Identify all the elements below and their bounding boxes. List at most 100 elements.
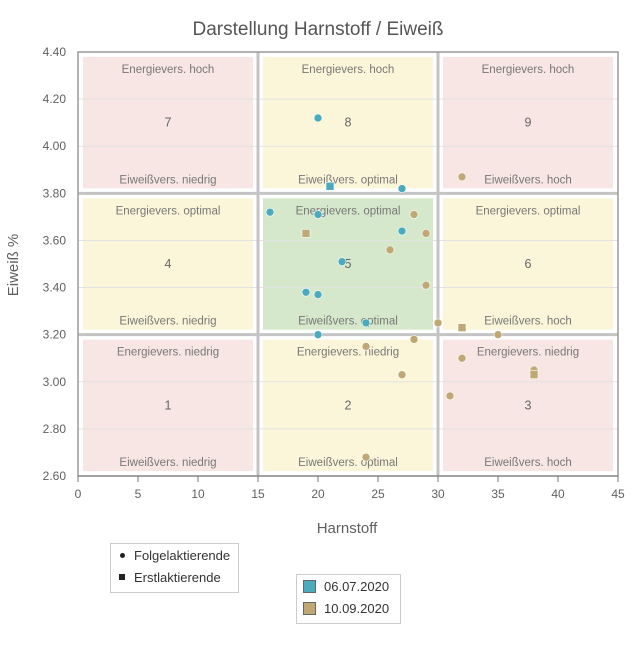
x-tick-label: 35 <box>491 487 505 501</box>
x-axis-label: Harnstoff <box>317 520 378 537</box>
data-point-series-2 <box>457 353 467 363</box>
data-point-series-1 <box>265 207 275 217</box>
zones-layer: Energievers. niedrig 1 Eiweißvers. niedrig… <box>83 57 613 471</box>
points-layer <box>265 113 539 462</box>
y-tick-label: 2.60 <box>43 469 67 483</box>
y-tick-label: 3.40 <box>43 281 67 295</box>
zone-8-protein-label: Eiweißvers. optimal <box>298 174 398 186</box>
grid-layer <box>77 51 619 477</box>
zone-3-protein-label: Eiweißvers. hoch <box>484 457 572 469</box>
zone-2-area <box>263 339 433 471</box>
zone-1-number: 1 <box>165 398 172 412</box>
y-tick-label: 2.80 <box>43 422 67 436</box>
x-tick-label: 0 <box>75 487 82 501</box>
data-point-series-2 <box>433 318 443 328</box>
data-point-series-1 <box>361 318 371 328</box>
zone-7-energy-label: Energievers. hoch <box>122 64 215 76</box>
zone-4-protein-label: Eiweißvers. niedrig <box>119 316 216 328</box>
zone-5-area <box>263 198 433 330</box>
zone-4-energy-label: Energievers. optimal <box>116 205 221 217</box>
data-point-series-2 <box>361 342 371 351</box>
y-tick-label: 3.80 <box>43 186 67 200</box>
data-point-series-1 <box>397 226 407 236</box>
data-point-series-2 <box>361 452 371 462</box>
series-1-label: 06.07.2020 <box>324 578 390 594</box>
data-point-series-2 <box>421 229 431 238</box>
zone-1-area <box>83 339 253 471</box>
zone-5-protein-label: Eiweißvers. optimal <box>298 316 398 328</box>
zone-2-energy-label: Energievers. niedrig <box>297 347 399 359</box>
y-tick-label: 4.40 <box>43 45 67 59</box>
zone-4-number: 4 <box>165 257 172 271</box>
zone-9-area <box>443 57 613 189</box>
zone-7-area <box>83 57 253 189</box>
series-legend: 06.07.2020 10.09.2020 <box>296 574 401 624</box>
x-tick-label: 5 <box>135 487 142 501</box>
circle-legend-label: Folgelaktierende <box>134 547 231 563</box>
data-point-series-2 <box>421 280 431 290</box>
data-point-series-2-square <box>529 370 539 380</box>
zone-8-energy-label: Energievers. hoch <box>302 64 395 76</box>
y-tick-label: 4.00 <box>43 139 67 153</box>
data-point-series-1 <box>313 330 323 339</box>
x-tick-label: 45 <box>611 487 625 501</box>
data-point-series-1 <box>337 257 347 266</box>
zone-6-area <box>443 198 613 330</box>
data-point-series-1-square <box>325 181 335 191</box>
zone-6-number: 6 <box>525 257 532 271</box>
series-2-swatch <box>303 601 316 615</box>
zone-8-number: 8 <box>345 116 352 130</box>
legend-item-series-2[interactable]: 10.09.2020 <box>297 597 400 619</box>
zone-4-area <box>83 198 253 330</box>
chart-title: Darstellung Harnstoff / Eiweiß <box>193 19 444 40</box>
data-point-series-1 <box>397 184 407 193</box>
zone-6-energy-label: Energievers. optimal <box>476 205 581 217</box>
data-point-series-1 <box>313 113 323 123</box>
data-point-series-2 <box>397 370 407 380</box>
circle-marker-icon <box>116 552 128 558</box>
zone-5-number: 5 <box>345 257 352 271</box>
data-point-series-1 <box>301 287 311 297</box>
zone-2-number: 2 <box>345 398 352 412</box>
zone-8-area <box>263 57 433 189</box>
y-tick-label: 3.00 <box>43 375 67 389</box>
zone-6-protein-label: Eiweißvers. hoch <box>484 316 572 328</box>
x-tick-label: 40 <box>551 487 565 501</box>
shape-legend: Folgelaktierende Erstlaktierende <box>110 543 239 593</box>
zone-9-protein-label: Eiweißvers. hoch <box>484 174 572 186</box>
zone-2-protein-label: Eiweißvers. optimal <box>298 457 398 469</box>
x-tick-label: 30 <box>431 487 445 501</box>
axes-layer: 0 5 10 15 20 25 30 35 40 452.602.803.003.203.403.… <box>43 45 625 501</box>
zone-9-number: 9 <box>525 116 532 130</box>
data-point-series-2 <box>457 172 467 182</box>
data-point-series-1 <box>313 210 323 219</box>
zone-3-energy-label: Energievers. niedrig <box>477 347 579 359</box>
zone-5-energy-label: Energievers. optimal <box>296 205 401 217</box>
y-tick-label: 4.20 <box>43 92 67 106</box>
zone-3-area <box>443 339 613 471</box>
data-point-series-2 <box>493 330 503 339</box>
zone-9-energy-label: Energievers. hoch <box>482 64 575 76</box>
legend-item-series-1[interactable]: 06.07.2020 <box>297 575 400 597</box>
x-tick-label: 20 <box>311 487 325 501</box>
zone-3-number: 3 <box>525 398 532 412</box>
data-point-series-1 <box>313 290 323 299</box>
series-2-label: 10.09.2020 <box>324 600 390 616</box>
data-point-series-2-square <box>301 229 311 238</box>
x-tick-label: 10 <box>191 487 205 501</box>
zone-1-protein-label: Eiweißvers. niedrig <box>119 457 216 469</box>
zone-1-energy-label: Energievers. niedrig <box>117 347 219 359</box>
y-tick-label: 3.20 <box>43 328 67 342</box>
x-tick-label: 25 <box>371 487 385 501</box>
x-tick-label: 15 <box>251 487 265 501</box>
series-1-swatch <box>303 579 316 593</box>
square-legend-label: Erstlaktierende <box>134 569 221 585</box>
data-point-series-2 <box>409 210 419 219</box>
y-tick-label: 3.60 <box>43 233 67 247</box>
data-point-series-2 <box>385 245 395 255</box>
zone-7-protein-label: Eiweißvers. niedrig <box>119 174 216 186</box>
square-marker-icon <box>116 574 128 580</box>
data-point-series-2-square <box>457 323 467 332</box>
data-point-series-2 <box>445 391 455 401</box>
